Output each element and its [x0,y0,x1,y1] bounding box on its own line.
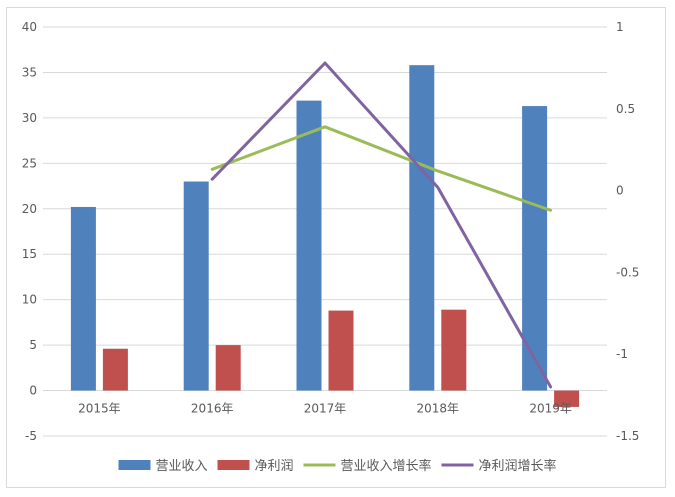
y-right-tick-label: -1 [616,347,628,361]
chart-frame [6,7,666,488]
bar-net-profit [328,310,354,391]
bar-revenue [522,106,548,391]
y-left-tick-label: 15 [22,247,37,261]
y-left-tick-label: -5 [25,429,37,443]
x-tick-label: 2015年 [78,402,121,416]
y-right-tick-label: 1 [616,20,624,34]
bar-net-profit [102,348,128,391]
bar-net-profit [554,390,580,407]
series-line-revenue-growth [210,125,553,212]
y-right-tick-label: 0.5 [616,102,635,116]
legend-label: 净利润 [255,459,294,474]
bar-revenue [296,100,322,391]
bar-revenue [409,65,435,391]
y-right-tick-label: -0.5 [616,265,639,279]
y-right-tick-label: -1.5 [616,429,639,443]
y-left-tick-label: 5 [29,338,37,352]
y-left-tick-label: 30 [22,111,37,125]
x-tick-label: 2017年 [304,402,347,416]
y-left-tick-label: 10 [22,293,37,307]
y-left-tick-label: 35 [22,65,37,79]
y-left-tick-label: 40 [22,20,37,34]
y-right-tick-label: 0 [616,184,624,198]
legend-label: 净利润增长率 [479,458,557,474]
bar-revenue [183,181,209,391]
x-tick-label: 2019年 [529,402,572,416]
bar-revenue [70,206,96,391]
legend-label: 营业收入增长率 [341,458,432,474]
y-left-tick-label: 0 [29,384,37,398]
bar-net-profit [215,345,241,391]
legend-swatch [217,460,250,470]
x-tick-label: 2016年 [191,402,234,416]
y-left-tick-label: 20 [22,202,37,216]
x-tick-label: 2018年 [417,402,460,416]
y-left-tick-label: 25 [22,156,37,170]
legend-swatch [118,460,151,470]
bar-net-profit [441,309,467,391]
series-line-net-profit-growth [210,61,553,389]
legend-label: 营业收入 [156,459,208,474]
